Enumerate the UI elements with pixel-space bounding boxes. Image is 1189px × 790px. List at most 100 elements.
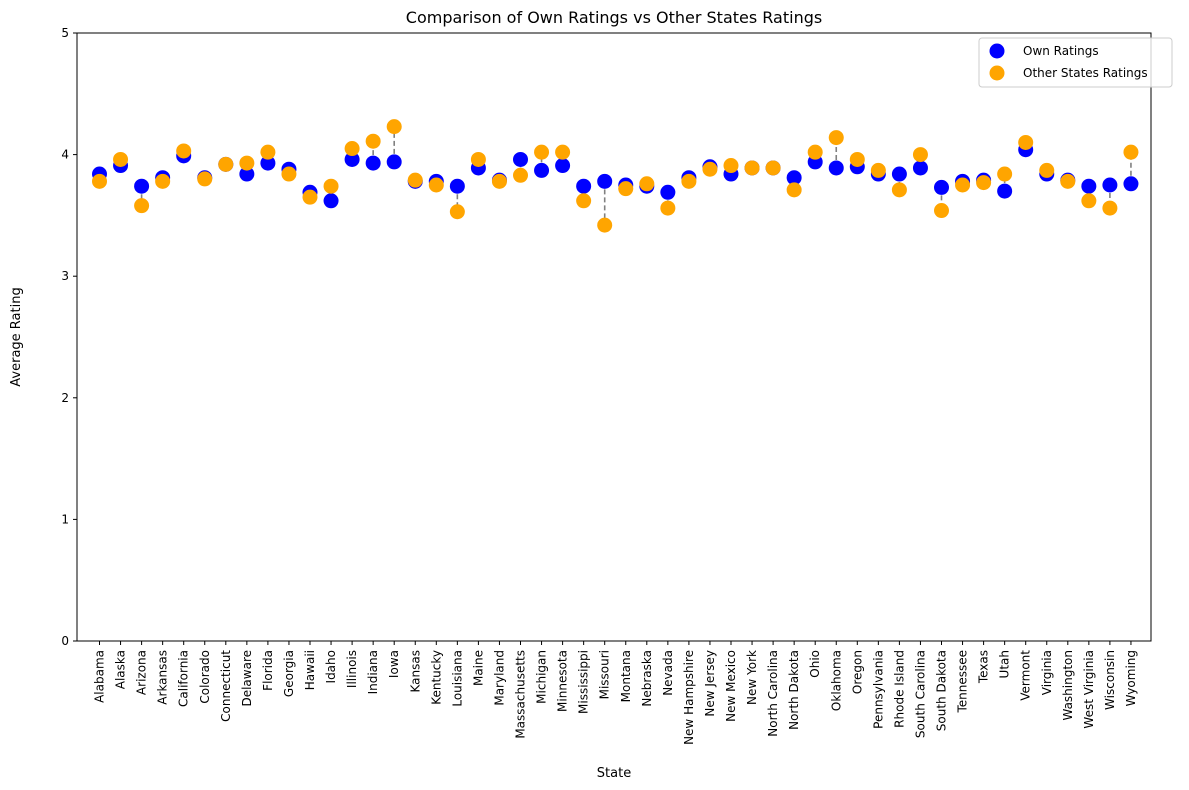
other-rating-point xyxy=(1102,200,1118,216)
other-rating-point xyxy=(660,200,676,216)
other-ratings-series xyxy=(92,119,1139,233)
own-rating-point xyxy=(828,160,844,176)
other-rating-point xyxy=(1060,173,1076,189)
other-rating-point xyxy=(912,147,928,163)
legend: Own Ratings Other States Ratings xyxy=(978,37,1173,88)
own-ratings-series xyxy=(92,142,1139,209)
x-tick-label: Colorado xyxy=(198,650,212,704)
x-tick-label: Montana xyxy=(619,650,633,702)
own-rating-point xyxy=(1102,177,1118,193)
other-rating-point xyxy=(997,166,1013,182)
x-tick-label: Texas xyxy=(977,650,991,684)
x-tick-label: South Carolina xyxy=(913,650,927,738)
x-tick-label: New Mexico xyxy=(724,650,738,722)
x-tick-label: Vermont xyxy=(1019,650,1033,701)
own-rating-point xyxy=(1081,178,1097,194)
own-rating-point xyxy=(534,162,550,178)
legend-label: Own Ratings xyxy=(1023,44,1099,58)
x-tick-label: New Jersey xyxy=(703,650,717,717)
y-axis-label: Average Rating xyxy=(9,287,24,386)
own-rating-point xyxy=(260,155,276,171)
own-rating-point xyxy=(323,193,339,209)
other-rating-point xyxy=(807,144,823,160)
other-rating-point xyxy=(491,173,507,189)
x-tick-label: Ohio xyxy=(808,650,822,678)
other-rating-point xyxy=(934,203,949,219)
other-rating-point xyxy=(197,171,213,187)
x-tick-label: Indiana xyxy=(366,650,380,694)
other-rating-point xyxy=(976,175,992,191)
x-tick-label: Mississippi xyxy=(577,650,591,714)
own-rating-point xyxy=(786,170,802,186)
own-rating-point xyxy=(386,154,402,170)
other-rating-point xyxy=(155,173,171,189)
x-tick-label: Kentucky xyxy=(429,650,443,705)
other-rating-point xyxy=(113,151,129,167)
other-rating-point xyxy=(386,119,402,135)
x-tick-label: Iowa xyxy=(387,650,401,678)
x-tick-label: Wisconsin xyxy=(1103,650,1117,710)
x-tick-label: Pennsylvania xyxy=(871,650,885,729)
other-rating-point xyxy=(1039,162,1055,178)
other-rating-point xyxy=(681,173,697,189)
y-tick-label: 5 xyxy=(61,26,69,40)
other-rating-point xyxy=(765,160,781,176)
chart-title: Comparison of Own Ratings vs Other State… xyxy=(406,8,822,27)
other-rating-point xyxy=(513,167,528,183)
own-rating-point xyxy=(365,155,381,171)
own-rating-point xyxy=(344,151,360,167)
own-rating-point xyxy=(1123,176,1139,192)
other-rating-point xyxy=(260,144,276,160)
other-rating-point xyxy=(176,143,192,159)
x-tick-label: Missouri xyxy=(598,650,612,699)
plot-frame xyxy=(76,32,1152,642)
other-rating-point xyxy=(786,182,802,198)
x-tick-label: New Hampshire xyxy=(682,650,696,745)
other-rating-point xyxy=(702,161,718,177)
x-tick-label: Oregon xyxy=(850,650,864,694)
x-tick-label: Massachusetts xyxy=(514,650,528,739)
x-tick-label: North Carolina xyxy=(766,650,780,737)
other-rating-point xyxy=(239,155,255,171)
other-rating-point xyxy=(849,151,865,167)
other-rating-point xyxy=(1123,144,1139,160)
own-rating-point xyxy=(891,166,907,182)
other-rating-point xyxy=(302,189,318,205)
other-rating-point xyxy=(828,130,844,146)
y-tick-label: 4 xyxy=(61,148,69,162)
x-tick-label: New York xyxy=(745,650,759,705)
y-tick-label: 1 xyxy=(61,512,69,526)
own-rating-point xyxy=(660,184,676,200)
other-rating-point xyxy=(218,156,234,172)
own-rating-point xyxy=(513,151,528,167)
other-rating-point xyxy=(449,204,465,220)
x-tick-label: Louisiana xyxy=(450,650,464,707)
own-rating-point xyxy=(134,178,150,194)
own-rating-point xyxy=(997,183,1013,199)
other-rating-point xyxy=(344,141,360,157)
x-tick-labels: Alabama Alaska Arizona Arkansas California Co… xyxy=(93,641,1138,745)
x-tick-label: Maine xyxy=(471,650,485,686)
other-rating-point xyxy=(744,160,760,176)
other-rating-point xyxy=(576,193,592,209)
legend-label: Other States Ratings xyxy=(1023,66,1148,80)
x-tick-label: Michigan xyxy=(535,650,549,704)
other-rating-point xyxy=(134,198,150,214)
x-axis-label: State xyxy=(597,766,631,781)
x-tick-label: Alabama xyxy=(93,650,107,703)
x-tick-label: West Virginia xyxy=(1082,650,1096,729)
y-tick-label: 3 xyxy=(61,269,69,283)
x-tick-label: Alaska xyxy=(114,650,128,689)
legend-marker xyxy=(989,65,1005,81)
x-tick-label: Rhode Island xyxy=(892,650,906,728)
y-tick-label: 2 xyxy=(61,391,69,405)
other-rating-point xyxy=(891,182,907,198)
own-rating-point xyxy=(912,160,928,176)
own-rating-point xyxy=(239,166,255,182)
x-tick-label: Illinois xyxy=(345,650,359,688)
other-rating-point xyxy=(281,166,297,182)
other-rating-point xyxy=(723,158,739,174)
x-tick-label: Nebraska xyxy=(640,650,654,707)
x-tick-label: Maryland xyxy=(492,650,506,706)
